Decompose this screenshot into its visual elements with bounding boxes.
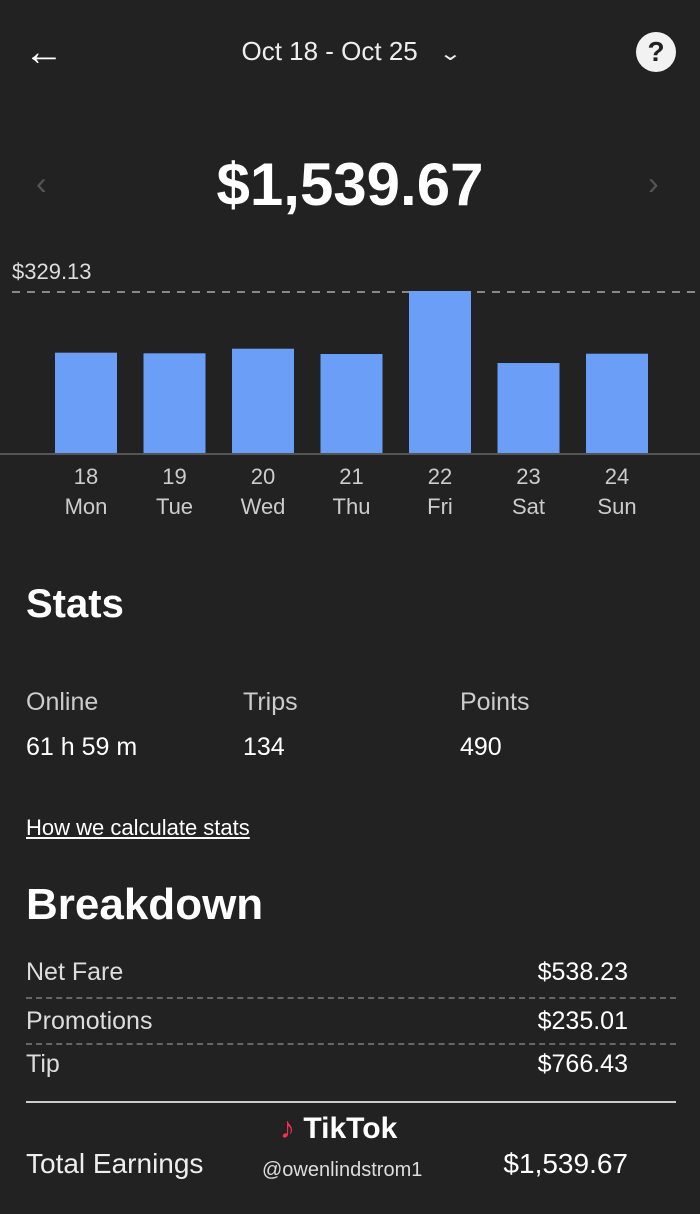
row-label: Tip bbox=[26, 1050, 60, 1078]
max-value-label: $329.13 bbox=[12, 259, 92, 284]
row-label: Net Fare bbox=[26, 958, 124, 986]
breakdown-row: Tip $766.43 bbox=[26, 1050, 628, 1098]
total-amount: $1,539.67 bbox=[503, 1148, 628, 1179]
weekday-label: Tue bbox=[156, 494, 193, 519]
weekday-label: Thu bbox=[333, 494, 371, 519]
bar-mon[interactable] bbox=[55, 352, 117, 454]
date-range-selector[interactable]: Oct 18 - Oct 25 ⌄ bbox=[0, 36, 700, 67]
chevron-right-icon[interactable]: › bbox=[648, 165, 659, 201]
day-label: 21 bbox=[339, 464, 363, 489]
total-divider bbox=[26, 1101, 676, 1103]
divider bbox=[26, 1043, 676, 1045]
weekday-label: Sat bbox=[512, 494, 545, 519]
day-label: 20 bbox=[251, 464, 275, 489]
earnings-bar-chart: $329.13 18 Mon 19 Tue 20 Wed 21 Thu 22 Fri 23 Sat 24… bbox=[0, 259, 700, 519]
back-arrow-icon[interactable]: ← bbox=[24, 30, 64, 74]
breakdown-heading: Breakdown bbox=[26, 880, 264, 929]
stat-online-label: Online bbox=[26, 688, 99, 716]
stat-online-value: 61 h 59 m bbox=[26, 733, 138, 761]
stat-points-value: 490 bbox=[460, 733, 502, 761]
breakdown-row: Net Fare $538.23 bbox=[26, 958, 628, 1006]
stat-points-label: Points bbox=[460, 688, 530, 716]
row-label: Promotions bbox=[26, 1007, 153, 1035]
weekday-label: Sun bbox=[597, 494, 636, 519]
weekday-label: Fri bbox=[427, 494, 453, 519]
bar-fri[interactable] bbox=[409, 291, 471, 454]
how-we-calculate-link[interactable]: How we calculate stats bbox=[26, 815, 250, 840]
total-label: Total Earnings bbox=[26, 1148, 204, 1179]
tiktok-brand: TikTok bbox=[303, 1112, 398, 1145]
tiktok-watermark: ♪ TikTok bbox=[280, 1112, 397, 1146]
day-label: 18 bbox=[74, 464, 98, 489]
bar-sun[interactable] bbox=[586, 353, 648, 454]
tiktok-handle: @owenlindstrom1 bbox=[262, 1159, 423, 1181]
chevron-down-icon: ⌄ bbox=[438, 43, 462, 65]
total-earnings-amount: $1,539.67 bbox=[216, 151, 484, 218]
row-amount: $538.23 bbox=[537, 958, 628, 986]
divider bbox=[26, 997, 676, 999]
day-label: 23 bbox=[516, 464, 540, 489]
day-label: 24 bbox=[605, 464, 629, 489]
stats-heading: Stats bbox=[26, 582, 124, 626]
help-question-icon[interactable]: ? bbox=[636, 32, 676, 72]
day-label: 19 bbox=[162, 464, 186, 489]
stat-trips-value: 134 bbox=[243, 733, 285, 761]
bar-wed[interactable] bbox=[232, 348, 294, 454]
bar-tue[interactable] bbox=[143, 353, 206, 454]
bar-thu[interactable] bbox=[320, 354, 383, 454]
stat-trips-label: Trips bbox=[243, 688, 298, 716]
weekday-label: Mon bbox=[65, 494, 108, 519]
total-earnings-row: Total Earnings $1,539.67 bbox=[26, 1148, 628, 1196]
row-amount: $766.43 bbox=[537, 1050, 628, 1078]
breakdown-row: Promotions $235.01 bbox=[26, 1007, 628, 1055]
chevron-left-icon[interactable]: ‹ bbox=[36, 165, 47, 201]
weekday-label: Wed bbox=[241, 494, 286, 519]
row-amount: $235.01 bbox=[537, 1007, 628, 1035]
tiktok-logo-icon: ♪ bbox=[280, 1112, 295, 1145]
day-label: 22 bbox=[428, 464, 452, 489]
date-range-label: Oct 18 - Oct 25 bbox=[241, 36, 418, 66]
bar-sat[interactable] bbox=[497, 363, 560, 454]
